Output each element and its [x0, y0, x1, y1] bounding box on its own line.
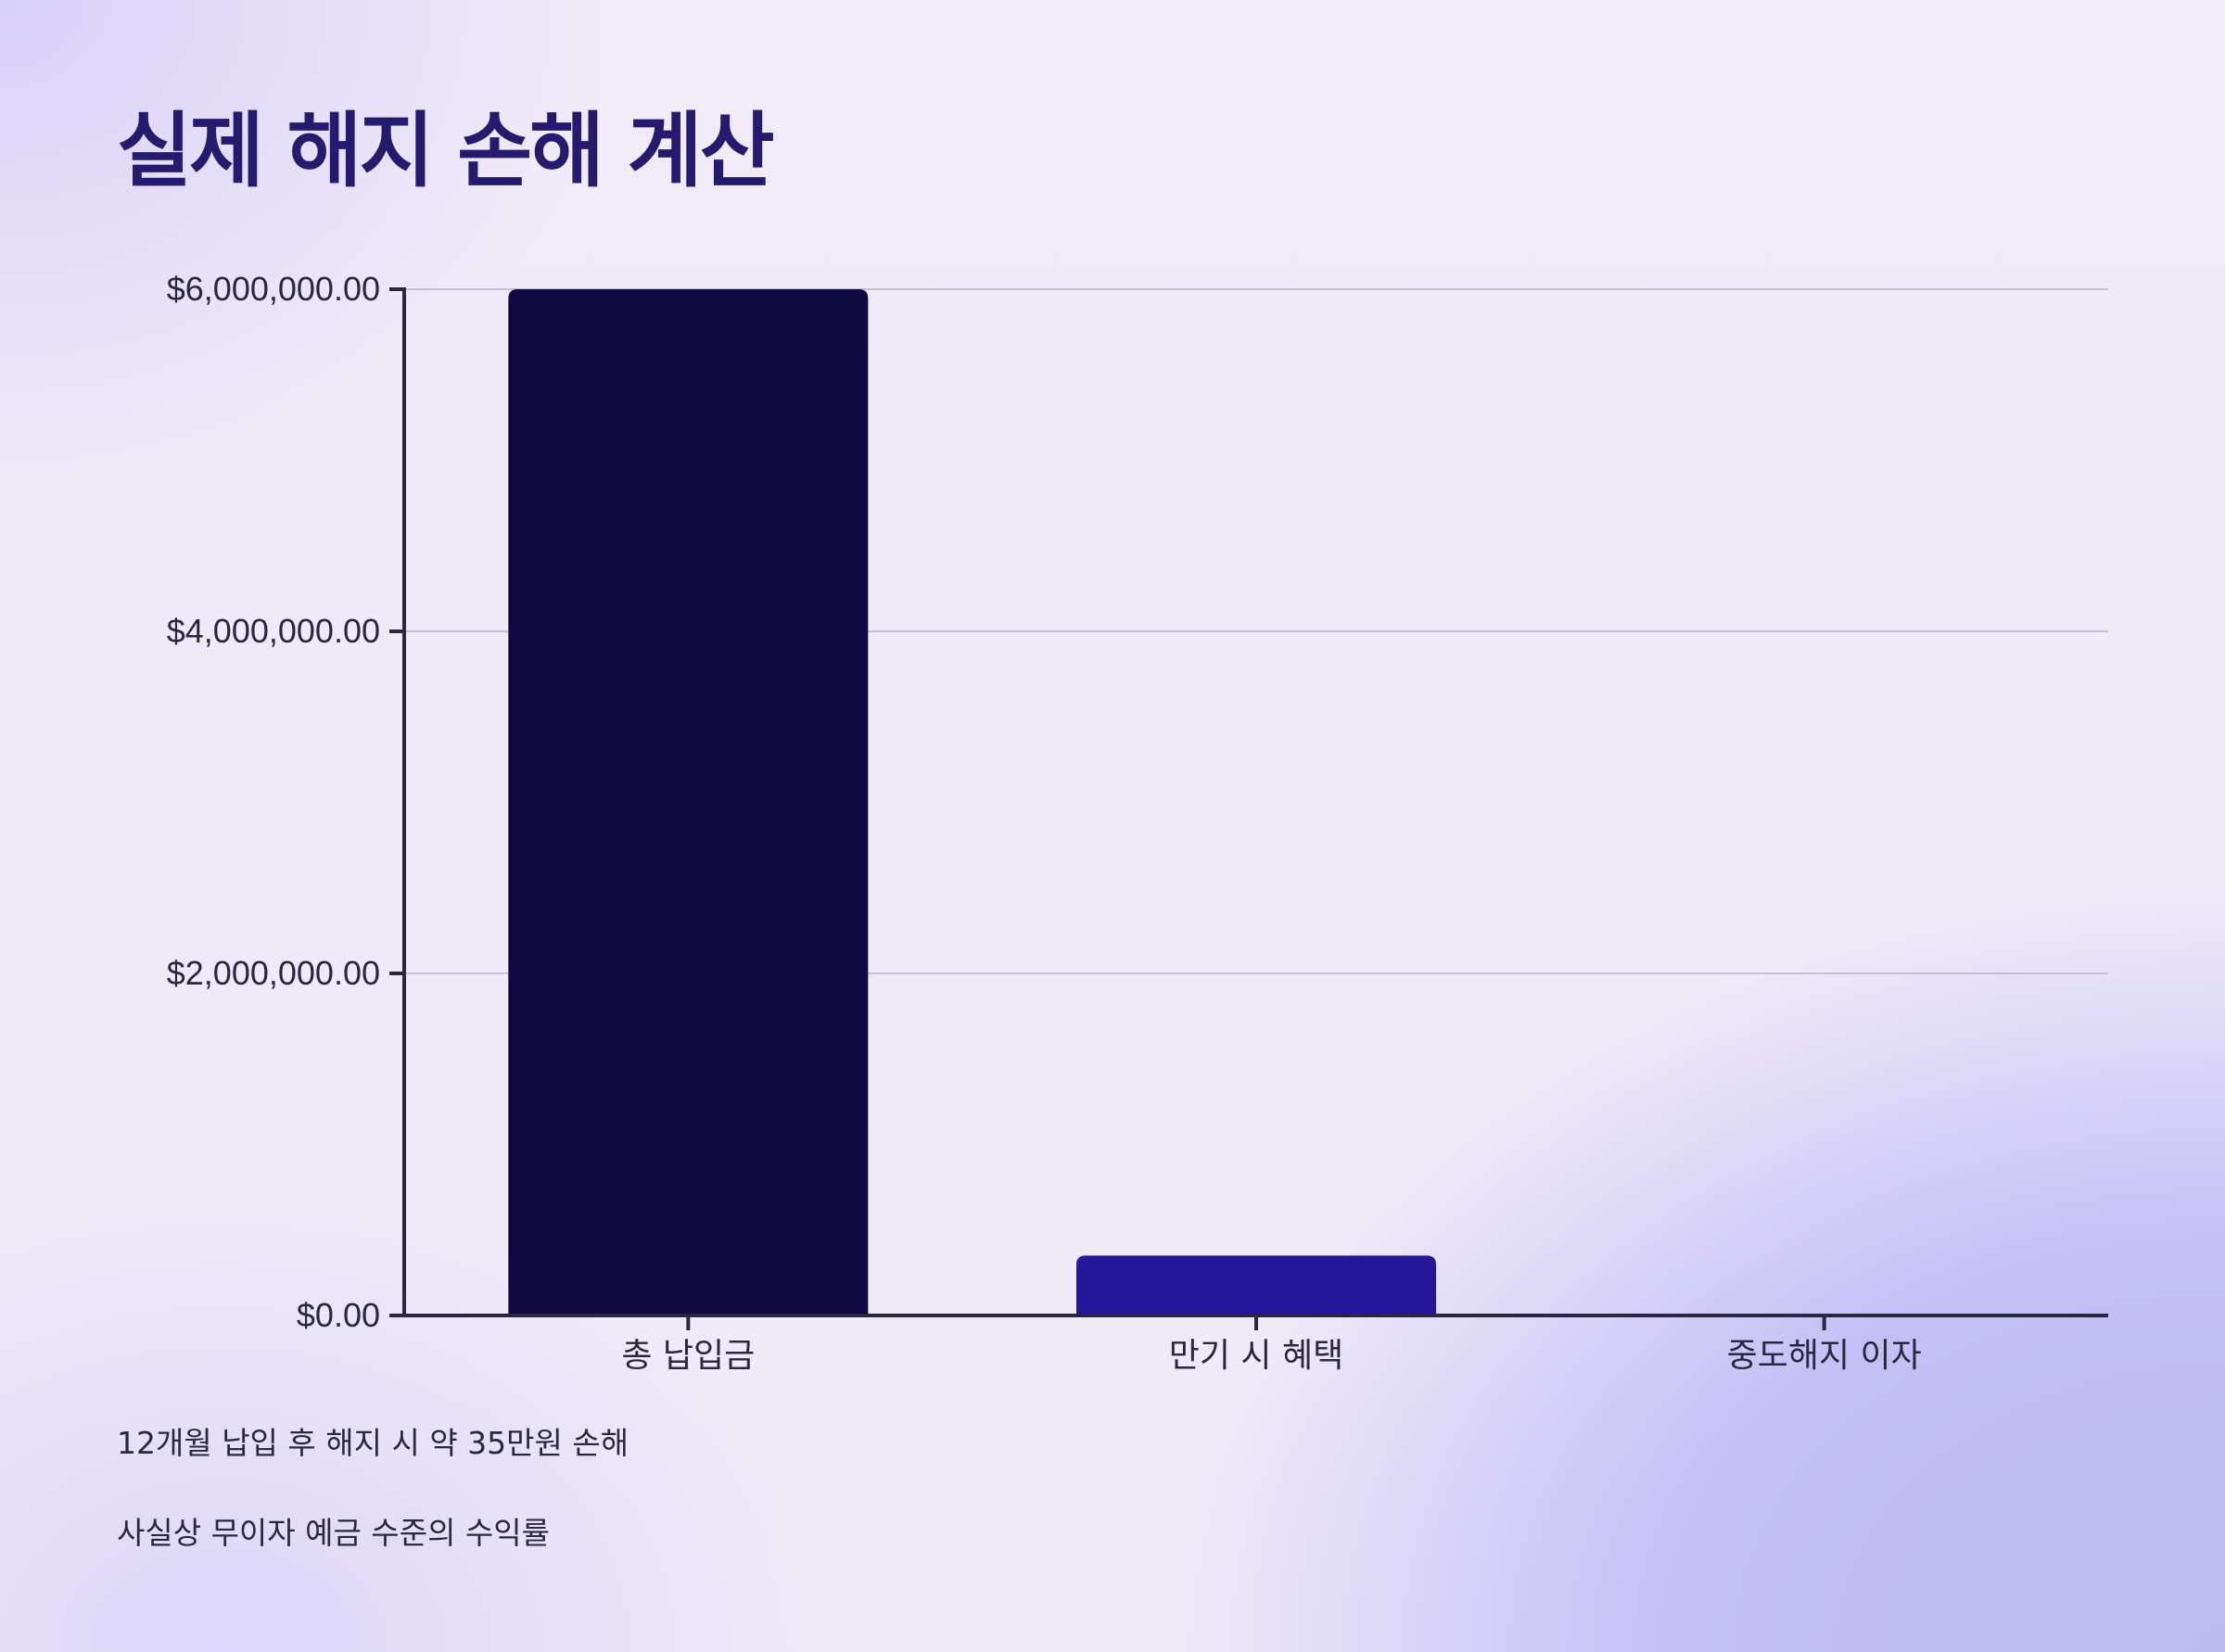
axis-labels: $0.00 $2,000,000.00 $4,000,000.00 $6,000,00… [167, 270, 1922, 1375]
x-tick-label: 만기 시 혜택 [1169, 1337, 1344, 1375]
y-tick-label: $2,000,000.00 [167, 954, 380, 992]
page-title: 실제 해지 손해 계산 [117, 103, 775, 198]
bars [508, 289, 1436, 1315]
bar-2 [1076, 1255, 1436, 1315]
x-tick-label: 총 납입금 [621, 1337, 755, 1375]
note-loss: 12개월 납입 후 해지 시 약 35만원 손해 [117, 1425, 629, 1461]
x-tick-label: 중도해지 이자 [1727, 1337, 1922, 1375]
y-tick-label: $4,000,000.00 [167, 612, 380, 650]
note-yield: 사실상 무이자 예금 수준의 수익률 [117, 1515, 550, 1551]
bar-1 [508, 289, 869, 1315]
axes [389, 287, 2108, 1330]
y-tick-label: $6,000,000.00 [167, 270, 380, 308]
y-tick-label: $0.00 [297, 1296, 380, 1334]
